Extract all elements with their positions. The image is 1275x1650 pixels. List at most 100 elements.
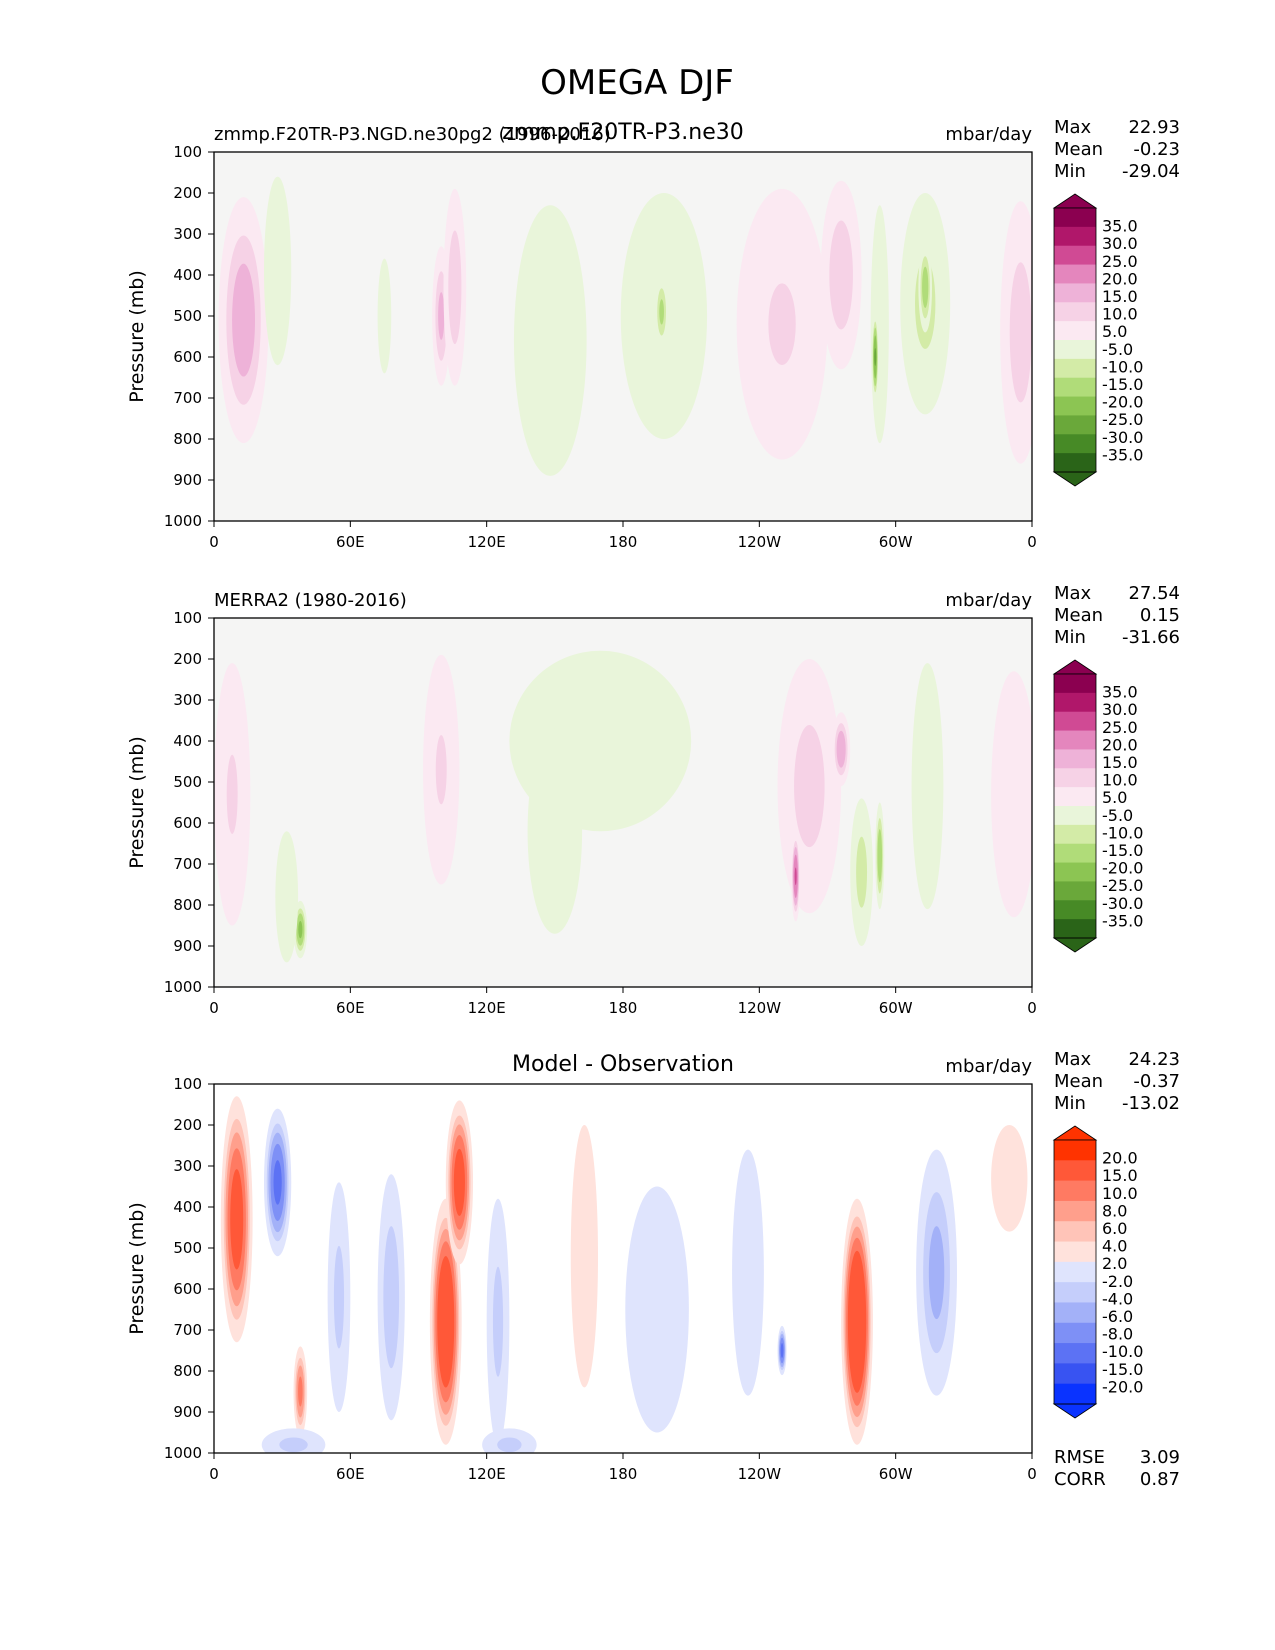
colorbar-bin <box>1054 711 1096 732</box>
colorbar-bin <box>1054 1140 1096 1161</box>
colorbar-bin <box>1054 415 1096 435</box>
contour-level <box>527 728 583 934</box>
contour-level <box>659 299 664 325</box>
contour-level <box>1009 262 1032 403</box>
field-feature <box>443 188 467 386</box>
y-tick-label: 200 <box>173 650 202 668</box>
y-tick-label: 800 <box>173 896 202 914</box>
y-tick-label: 300 <box>173 1157 202 1175</box>
colorbar-bin <box>1054 787 1096 807</box>
colorbar-bin <box>1054 453 1096 473</box>
y-tick-label: 600 <box>173 348 202 366</box>
colorbar-level-label: 20.0 <box>1102 269 1138 288</box>
field-contours <box>218 176 1032 476</box>
x-tick-label: 60E <box>336 1465 365 1483</box>
stat-min-label: Min <box>1054 1093 1086 1114</box>
x-tick-label: 0 <box>209 999 219 1017</box>
colorbar-level-label: 30.0 <box>1102 234 1138 253</box>
x-tick-label: 0 <box>209 533 219 551</box>
colorbar-level-label: 5.0 <box>1102 322 1127 341</box>
field-feature <box>820 180 862 370</box>
x-tick-label: 0 <box>1027 533 1037 551</box>
y-tick-label: 200 <box>173 184 202 202</box>
y-tick-label: 900 <box>173 937 202 955</box>
field-feature <box>732 1149 764 1396</box>
panel-left-title: MERRA2 (1980-2016) <box>214 590 407 611</box>
stat-min-label: Min <box>1054 161 1086 182</box>
contour-level <box>298 920 303 939</box>
x-tick-label: 0 <box>1027 999 1037 1017</box>
field-feature <box>218 197 269 444</box>
colorbar-level-label: 15.0 <box>1102 1166 1138 1185</box>
field-feature <box>377 258 392 374</box>
field-feature <box>918 242 933 333</box>
y-tick-label: 600 <box>173 1280 202 1298</box>
colorbar-frame <box>1053 673 1097 939</box>
y-tick-label: 200 <box>173 1116 202 1134</box>
field-feature <box>570 1125 599 1388</box>
panel-units: mbar/day <box>945 124 1032 145</box>
colorbar-level-label: -5.0 <box>1102 806 1133 825</box>
field-feature <box>445 1100 474 1265</box>
contour-level <box>829 220 853 330</box>
colorbar-bin <box>1054 377 1096 398</box>
colorbar-bin <box>1054 1383 1096 1405</box>
colorbar-bin <box>1054 749 1096 769</box>
colorbar-top-arrow <box>1052 659 1098 675</box>
y-tick-label: 500 <box>173 773 202 791</box>
y-tick-label: 1000 <box>164 1444 202 1462</box>
colorbar-level-label: -10.0 <box>1102 1342 1143 1361</box>
field-feature <box>482 1428 537 1453</box>
contour-level <box>991 1125 1028 1232</box>
colorbar-level-label: -10.0 <box>1102 357 1143 376</box>
contour-level <box>437 1256 455 1388</box>
colorbar-bin <box>1054 1363 1096 1385</box>
contour-level <box>438 292 445 340</box>
contour-level <box>448 230 462 345</box>
contour-level <box>922 266 929 308</box>
colorbar-level-label: -30.0 <box>1102 428 1143 447</box>
colorbar-bin <box>1054 843 1096 864</box>
colorbar-level-label: -15.0 <box>1102 1360 1143 1379</box>
field-feature <box>841 1198 873 1445</box>
y-tick-label: 400 <box>173 266 202 284</box>
field-feature <box>263 1108 292 1257</box>
colorbar-level-label: 35.0 <box>1102 683 1138 702</box>
field-feature <box>220 1096 253 1343</box>
colorbar-bin <box>1054 1180 1096 1202</box>
y-axis-label: Pressure (mb) <box>126 1202 148 1335</box>
field-feature <box>527 728 583 934</box>
x-tick-label: 60E <box>336 999 365 1017</box>
y-tick-label: 700 <box>173 1321 202 1339</box>
x-tick-label: 180 <box>609 533 638 551</box>
colorbar-frame <box>1053 207 1097 473</box>
contour-level <box>226 754 238 834</box>
x-tick-label: 120W <box>738 533 782 551</box>
field-contours <box>214 650 1032 963</box>
stat-min-value: -31.66 <box>1122 627 1180 648</box>
contour-level <box>732 1149 764 1396</box>
contour-level <box>780 1343 784 1358</box>
panel-units: mbar/day <box>945 590 1032 611</box>
colorbar-level-label: 2.0 <box>1102 1254 1127 1273</box>
colorbar-bin <box>1054 340 1096 360</box>
contour-level <box>497 1437 522 1453</box>
panel-2: 100 200 300 400 500 600 700 800 900 1000 0 60E 120E 1… <box>126 583 1180 1017</box>
panel-center-title: zmmp.F20TR-P3.ne30 <box>502 120 744 145</box>
colorbar: 35.030.025.020.015.010.05.0-5.0-10.0-15.… <box>1052 193 1143 487</box>
contour-level <box>911 663 944 910</box>
y-tick-label: 900 <box>173 1403 202 1421</box>
x-tick-label: 60W <box>879 1465 913 1483</box>
colorbar-bin <box>1054 208 1096 228</box>
colorbar-bin <box>1054 1221 1096 1243</box>
colorbar-bin <box>1054 283 1096 303</box>
field-feature <box>911 663 944 910</box>
stat-corr-value: 0.87 <box>1140 1469 1180 1490</box>
colorbar-level-label: -25.0 <box>1102 876 1143 895</box>
colorbar-level-label: -20.0 <box>1102 859 1143 878</box>
stat-max-label: Max <box>1054 1049 1092 1070</box>
colorbar-bin <box>1054 692 1096 713</box>
colorbar-level-label: -20.0 <box>1102 1377 1143 1396</box>
field-feature <box>377 1174 405 1421</box>
y-tick-label: 500 <box>173 307 202 325</box>
